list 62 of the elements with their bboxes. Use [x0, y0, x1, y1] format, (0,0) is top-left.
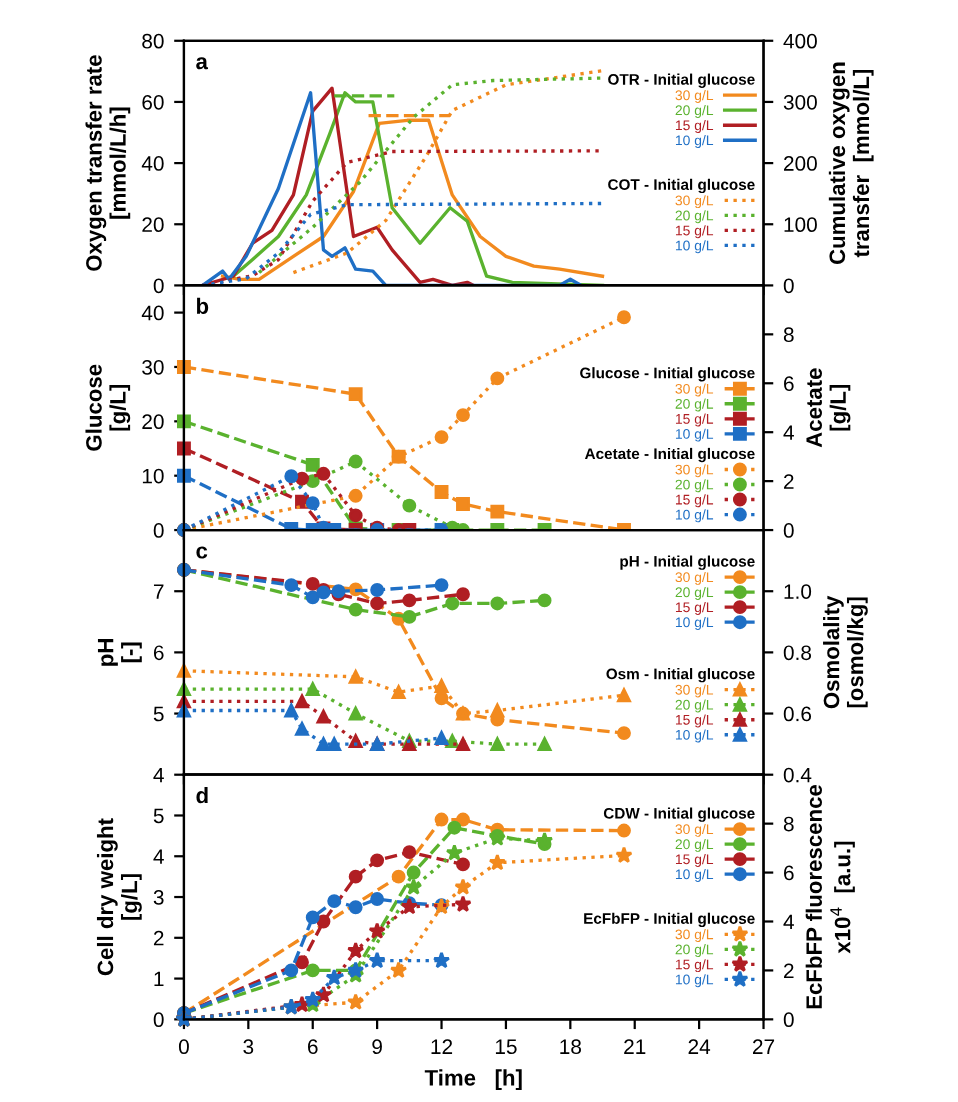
- y2-tick-label: 100: [784, 217, 817, 233]
- y2-tick-label: 4: [783, 425, 794, 440]
- y2-tick-label: 4: [783, 914, 794, 930]
- x-tick-label: 27: [752, 1039, 775, 1054]
- y-tick-label: 6: [153, 645, 164, 661]
- chart-title: b: [196, 297, 209, 314]
- y2-tick-label: 1.0: [784, 584, 812, 599]
- y-tick-label: 2: [153, 930, 164, 946]
- y-tick-label: 40: [141, 156, 164, 171]
- y-tick-label: 5: [153, 706, 164, 722]
- y2-tick-label: 0.4: [783, 767, 812, 783]
- y-tick-label: 30: [142, 359, 164, 375]
- y-tick-label: 4: [153, 849, 164, 864]
- x-tick-label: 9: [372, 1039, 382, 1055]
- y-axis-title: Cell dry weight [g/L]: [96, 818, 142, 976]
- y2-tick-label: 6: [784, 376, 794, 392]
- chart-title: d: [196, 786, 208, 804]
- text: c: [196, 546, 208, 559]
- x-tick-label: 12: [431, 1039, 453, 1054]
- x-tick-label: 0: [178, 1039, 189, 1055]
- x-tick-label: 21: [624, 1039, 646, 1054]
- y-axis-title: Oxygen transfer rate [mmol/L/h]: [85, 55, 131, 271]
- x-tick-label: 15: [495, 1039, 517, 1055]
- y-tick-label: 4: [153, 767, 164, 783]
- y-tick-label: 0: [153, 278, 164, 294]
- y2-tick-label: 300: [783, 94, 817, 110]
- y-tick-label: 20: [142, 414, 164, 430]
- y-tick-label: 5: [153, 808, 164, 824]
- y2-tick-label: 8: [783, 327, 794, 343]
- y2-tick-label: 400: [783, 33, 817, 49]
- y2-tick-label: 0.8: [783, 645, 812, 661]
- y2-tick-label: 8: [783, 816, 794, 832]
- x-axis-title: Time [h]: [424, 1069, 522, 1091]
- y-tick-label: 60: [142, 94, 164, 110]
- y-tick-label: 10: [142, 468, 164, 484]
- y2-tick-label: 0.6: [783, 706, 812, 722]
- y-tick-label: 0: [153, 1012, 164, 1028]
- y-axis-title: pH [-]: [97, 639, 142, 666]
- y-tick-label: 0: [153, 523, 164, 538]
- y-tick-label: 7: [153, 584, 164, 599]
- x-tick-label: 6: [308, 1039, 318, 1055]
- y2-axis-title: Cumulative oxygen transfer [mmol/L]: [828, 62, 874, 265]
- x-tick-label: 3: [243, 1039, 254, 1055]
- y2-axis-title: EcFbFP fluorescence x10$^{4}$ [a.u.]: [805, 784, 855, 1009]
- y2-tick-label: 6: [784, 865, 794, 881]
- y2-tick-label: 0: [783, 523, 794, 538]
- y2-tick-label: 2: [784, 963, 794, 978]
- y2-tick-label: 200: [784, 156, 817, 171]
- y-tick-label: 40: [141, 305, 164, 321]
- y-tick-label: 80: [142, 33, 164, 49]
- y2-tick-label: 0: [783, 278, 794, 294]
- y2-axis-title: Osmolality [osmol/kg]: [823, 595, 868, 709]
- y2-tick-label: 0: [783, 1012, 794, 1028]
- y2-tick-label: 2: [784, 474, 794, 489]
- x-tick-label: 24: [688, 1039, 711, 1054]
- text: a: [196, 57, 209, 70]
- y-axis-title: Glucose [g/L]: [85, 364, 131, 451]
- y-tick-label: 3: [153, 890, 164, 905]
- x-tick-label: 18: [560, 1039, 582, 1055]
- y-tick-label: 20: [142, 217, 164, 233]
- y2-axis-title: Acetate [g/L]: [806, 368, 851, 448]
- y-tick-label: 1: [154, 971, 164, 987]
